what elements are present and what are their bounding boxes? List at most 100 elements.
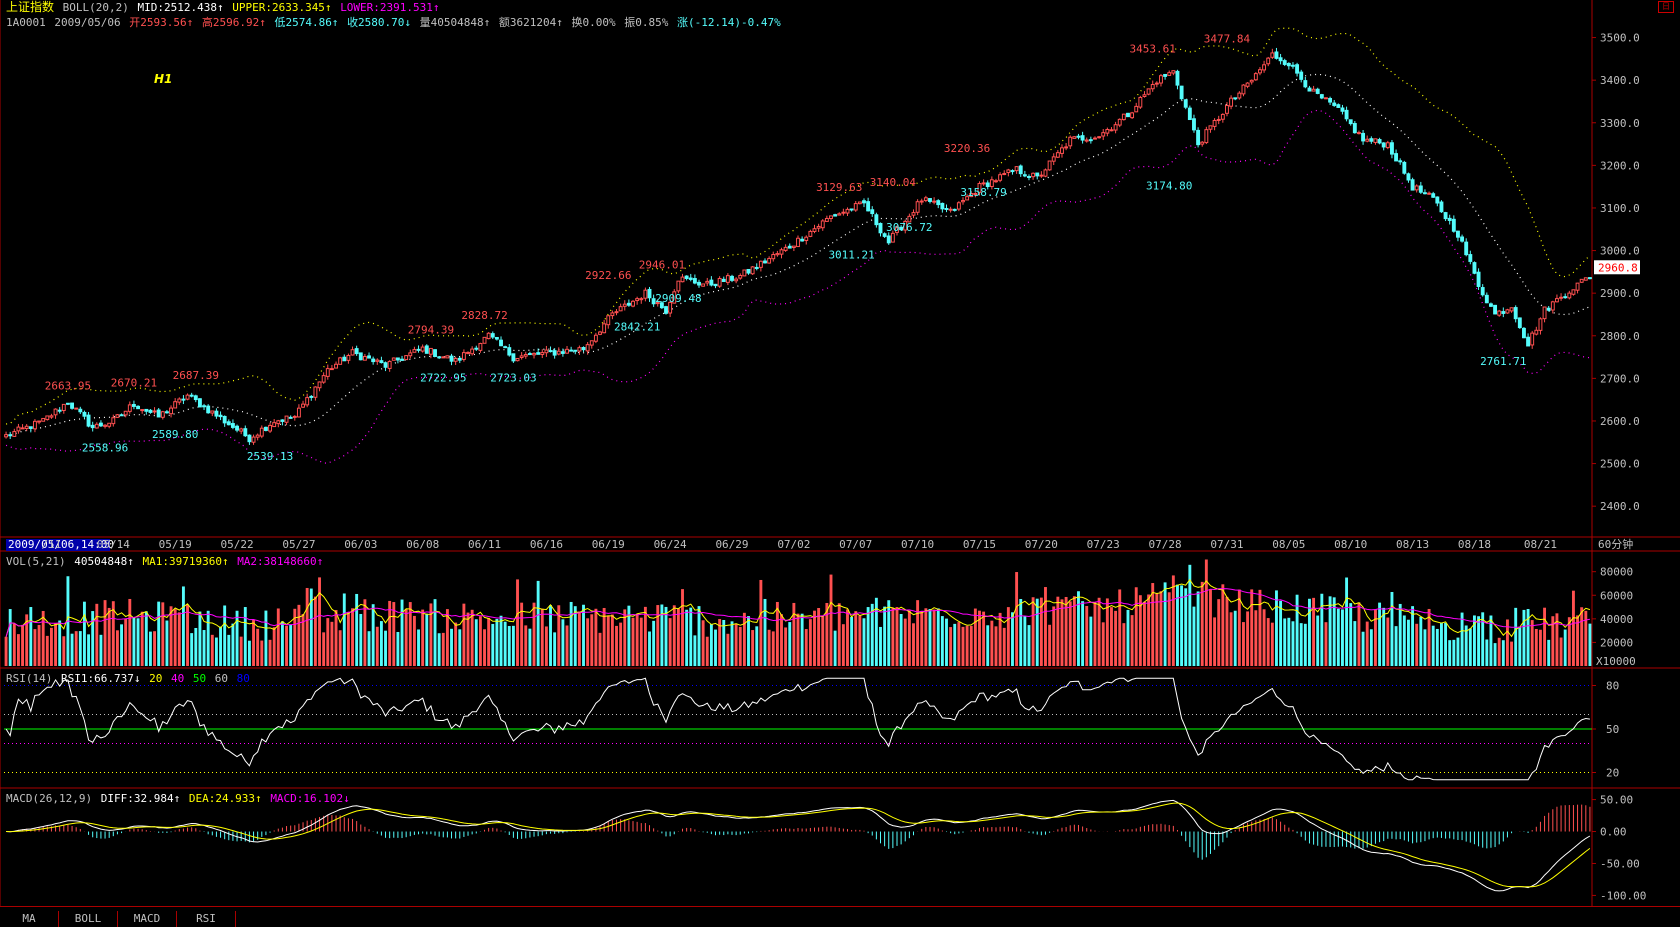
- volume-bar: [305, 587, 309, 666]
- tab-rsi[interactable]: RSI: [177, 911, 236, 927]
- volume-bar: [309, 588, 313, 666]
- volume-bar: [1138, 595, 1142, 666]
- volume-bar: [1171, 575, 1175, 666]
- candle-body: [12, 431, 17, 437]
- x-tick-label: 07/02: [777, 538, 810, 551]
- candle-body: [1456, 230, 1460, 238]
- indicator-name: BOLL(20,2): [62, 1, 129, 14]
- candle-body: [932, 200, 937, 203]
- candle-body: [1196, 129, 1201, 146]
- volume-bar: [1035, 598, 1039, 666]
- candle-body: [985, 182, 990, 188]
- quote-date: 2009/05/06: [54, 16, 121, 29]
- volume-bar: [1423, 629, 1427, 666]
- tab-ma[interactable]: MA: [0, 911, 59, 927]
- volume-bar: [437, 633, 441, 666]
- volume-bar: [186, 604, 189, 666]
- candle-body: [940, 202, 945, 210]
- candle-body: [433, 349, 437, 358]
- price-annotation: 2723.03: [490, 371, 536, 384]
- price-tick-label: 3300.0: [1600, 117, 1640, 130]
- vol-label: VOL(5,21): [6, 555, 66, 568]
- volume-bar: [1068, 601, 1072, 666]
- candle-body: [123, 410, 128, 416]
- volume-bar: [474, 619, 478, 666]
- volume-bar: [359, 613, 363, 666]
- period-button[interactable]: 日: [1658, 1, 1674, 13]
- candle-body: [808, 230, 813, 237]
- candle-body: [754, 266, 759, 269]
- candle-body: [214, 410, 219, 417]
- tab-boll[interactable]: BOLL: [59, 911, 118, 927]
- x-tick-label: 07/28: [1149, 538, 1182, 551]
- candle-body: [4, 434, 9, 438]
- candle-body: [1233, 97, 1238, 100]
- candle-body: [688, 277, 693, 280]
- candle-body: [1097, 136, 1102, 139]
- volume-bar: [206, 610, 210, 666]
- candle-body: [346, 355, 351, 361]
- volume-bar: [759, 579, 763, 666]
- candle-body: [1291, 64, 1295, 67]
- last-price-box: [1594, 260, 1640, 275]
- tab-macd[interactable]: MACD: [118, 911, 177, 927]
- candle-body: [457, 357, 462, 361]
- rsi-tick-label: 20: [1606, 767, 1619, 780]
- volume-bar: [95, 603, 99, 666]
- volume-bar: [1052, 606, 1056, 666]
- candle-body: [684, 275, 689, 279]
- boll-mid-band: [6, 73, 1591, 436]
- candle-body: [907, 215, 912, 223]
- volume-bar: [384, 630, 387, 666]
- volume-bar: [1534, 628, 1538, 666]
- volume-bar: [511, 625, 515, 666]
- stock-chart[interactable]: 2400.0 2500.0 2600.0 2700.0 2800.0 2900.0 3000…: [0, 0, 1680, 906]
- candle-body: [1307, 87, 1312, 92]
- candle-body: [1361, 132, 1366, 142]
- volume-bar: [4, 636, 8, 666]
- candle-body: [1200, 141, 1205, 145]
- candle-body: [969, 193, 974, 198]
- candle-body: [296, 407, 301, 418]
- volume-bar: [1027, 625, 1031, 666]
- candle-body: [655, 302, 660, 305]
- candle-body: [1010, 170, 1015, 173]
- candle-body: [709, 279, 714, 286]
- candle-body: [837, 213, 842, 216]
- candle-body: [16, 426, 21, 432]
- candle-body: [1060, 147, 1064, 154]
- candle-body: [569, 349, 574, 352]
- volume-bar: [516, 579, 519, 666]
- volume-bar: [1444, 622, 1448, 666]
- candle-body: [1489, 303, 1493, 307]
- candle-body: [420, 346, 425, 352]
- candle-body: [383, 362, 388, 368]
- volume-bar: [763, 598, 767, 666]
- volume-bar: [1547, 639, 1551, 666]
- candle-body: [1216, 118, 1221, 121]
- volume-bar: [1056, 596, 1060, 666]
- candle-body: [734, 278, 739, 282]
- candle-body: [24, 425, 29, 429]
- candle-body: [1575, 282, 1580, 291]
- candle-body: [461, 352, 466, 360]
- candle-body: [845, 208, 850, 214]
- volume-bar: [730, 621, 734, 666]
- volume-bar: [99, 634, 103, 666]
- volume-bar: [58, 620, 62, 666]
- candle-body: [1493, 304, 1498, 315]
- price-annotation: 3174.80: [1146, 179, 1192, 192]
- volume-bar: [1456, 637, 1460, 666]
- volume-bar: [1015, 572, 1019, 666]
- volume-bar: [907, 610, 911, 666]
- candle-body: [994, 180, 998, 183]
- candle-body: [1130, 112, 1135, 119]
- x-tick-label: 05/14: [97, 538, 130, 551]
- candle-body: [1266, 57, 1271, 65]
- candle-body: [626, 302, 631, 306]
- index-name: 上证指数: [6, 0, 55, 14]
- volume-bar: [425, 613, 429, 666]
- volume-bar: [899, 614, 903, 666]
- volume-bar: [780, 614, 783, 666]
- candle-body: [1398, 160, 1403, 163]
